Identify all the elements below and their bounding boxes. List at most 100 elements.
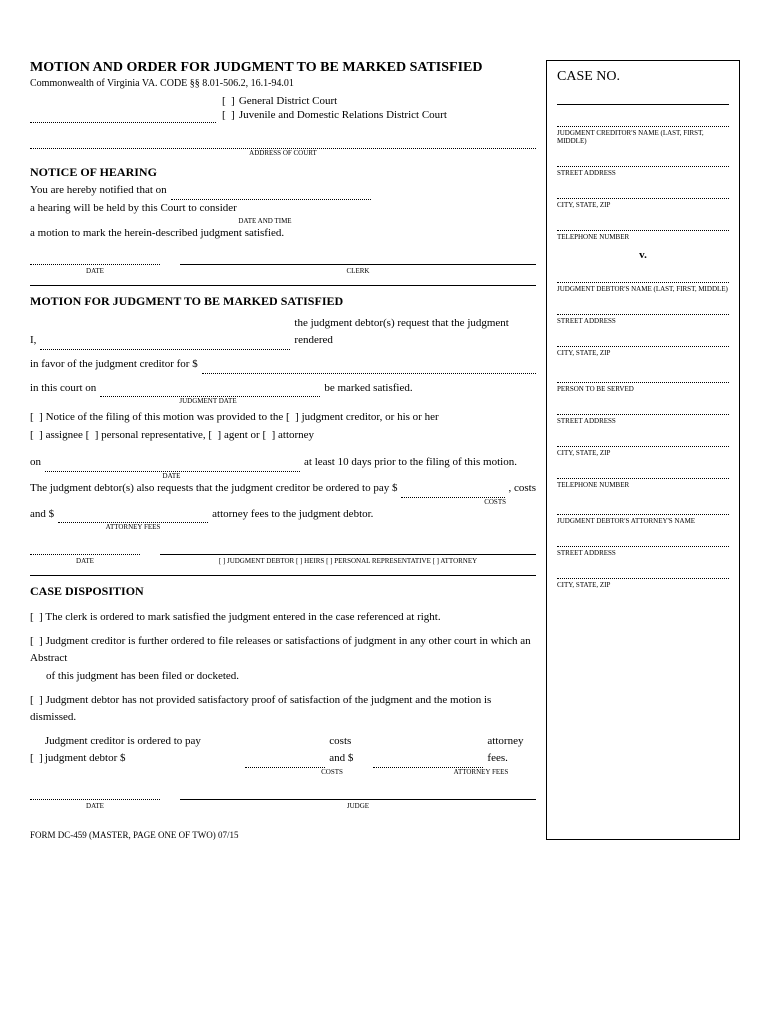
costs-amount-field[interactable]: [401, 488, 504, 498]
motion-court-on-a: in this court on: [30, 380, 96, 398]
debtor-csz-field[interactable]: [557, 335, 729, 347]
served-csz-field[interactable]: [557, 435, 729, 447]
checkbox-disp-1[interactable]: [ ]: [30, 611, 43, 623]
creditor-street-label: STREET ADDRESS: [557, 169, 729, 177]
notice-filing-a: Notice of the filing of this motion was …: [46, 411, 284, 423]
judge-label: JUDGE: [180, 802, 536, 810]
debtor-name-label: JUDGMENT DEBTOR'S NAME (LAST, FIRST, MID…: [557, 285, 729, 293]
disp-opt-4b: costs and $: [329, 733, 369, 768]
debtor-name-field[interactable]: [40, 340, 290, 350]
served-phone-label: TELEPHONE NUMBER: [557, 481, 729, 489]
disp-atty-label: ATTORNEY FEES: [426, 768, 536, 776]
atty-fees-text: attorney fees to the judgment debtor.: [212, 506, 373, 524]
checkbox-notice-filing[interactable]: [ ]: [30, 411, 43, 423]
notice-date-label: DATE: [30, 267, 160, 275]
creditor-name-label: JUDGMENT CREDITOR'S NAME (LAST, FIRST, M…: [557, 129, 729, 145]
creditor-csz-field[interactable]: [557, 187, 729, 199]
atty-street-field[interactable]: [557, 535, 729, 547]
judgment-date-field[interactable]: [100, 387, 320, 397]
served-csz-label: CITY, STATE, ZIP: [557, 449, 729, 457]
checkbox-disp-3[interactable]: [ ]: [30, 694, 43, 706]
served-street-field[interactable]: [557, 403, 729, 415]
checkbox-assignee[interactable]: [ ]: [30, 429, 43, 441]
costs-label: COSTS: [30, 498, 536, 506]
disp-costs-field[interactable]: [245, 758, 325, 768]
motion-heading: MOTION FOR JUDGMENT TO BE MARKED SATISFI…: [30, 294, 536, 309]
creditor-phone-label: TELEPHONE NUMBER: [557, 233, 729, 241]
amount-field[interactable]: [202, 364, 536, 374]
costs-suffix: , costs: [509, 480, 537, 498]
notice-date-field[interactable]: [30, 255, 160, 265]
hearing-date-field[interactable]: [171, 190, 371, 200]
assignee-text: assignee: [46, 429, 83, 441]
agent-text: agent or: [224, 429, 260, 441]
debtor-name-side-field[interactable]: [557, 271, 729, 283]
person-served-label: PERSON TO BE SERVED: [557, 385, 729, 393]
served-street-label: STREET ADDRESS: [557, 417, 729, 425]
subtitle: Commonwealth of Virginia VA. CODE §§ 8.0…: [30, 78, 536, 89]
motion-signature-field[interactable]: [160, 545, 536, 555]
notice-text-1a: You are hereby notified that on: [30, 182, 167, 200]
debtor-street-field[interactable]: [557, 303, 729, 315]
clerk-label: CLERK: [180, 267, 536, 275]
atty-name-label: JUDGMENT DEBTOR'S ATTORNEY'S NAME: [557, 517, 729, 525]
notice-text-2: a motion to mark the herein-described ju…: [30, 225, 536, 243]
notice-heading: NOTICE OF HEARING: [30, 165, 536, 180]
judgment-date-label: JUDGMENT DATE: [98, 397, 318, 405]
disp-opt-4c: attorney fees.: [487, 733, 536, 768]
creditor-street-field[interactable]: [557, 155, 729, 167]
checkbox-attorney[interactable]: [ ]: [262, 429, 275, 441]
served-phone-field[interactable]: [557, 467, 729, 479]
court-name-field[interactable]: [30, 113, 216, 123]
creditor-name-field[interactable]: [557, 115, 729, 127]
motion-i-prefix: I,: [30, 332, 36, 350]
checkbox-juvenile-court[interactable]: [ ]: [222, 109, 235, 121]
notice-date-field-2[interactable]: [45, 462, 300, 472]
disp-atty-field[interactable]: [373, 758, 483, 768]
motion-favor: in favor of the judgment creditor for $: [30, 356, 198, 374]
disp-opt-3: Judgment debtor has not provided satisfa…: [30, 694, 491, 724]
disp-opt-1: The clerk is ordered to mark satisfied t…: [45, 611, 440, 623]
checkbox-agent[interactable]: [ ]: [208, 429, 221, 441]
atty-csz-field[interactable]: [557, 567, 729, 579]
clerk-signature-field[interactable]: [180, 255, 536, 265]
address-label: ADDRESS OF COURT: [30, 149, 536, 157]
disp-date-field[interactable]: [30, 790, 160, 800]
motion-sig-options: [ ] JUDGMENT DEBTOR [ ] HEIRS [ ] PERSON…: [160, 557, 536, 565]
court-option-2: Juvenile and Domestic Relations District…: [239, 109, 447, 121]
checkbox-disp-4[interactable]: [ ]: [30, 750, 43, 768]
disp-costs-label: COSTS: [292, 768, 372, 776]
creditor-phone-field[interactable]: [557, 219, 729, 231]
motion-i-suffix: the judgment debtor(s) request that the …: [294, 315, 536, 350]
case-no-title: CASE NO.: [557, 69, 729, 85]
notice-filing-b: judgment creditor, or his or her: [302, 411, 439, 423]
versus-label: v.: [557, 249, 729, 261]
debtor-street-label: STREET ADDRESS: [557, 317, 729, 325]
checkbox-personal-rep[interactable]: [ ]: [86, 429, 99, 441]
checkbox-general-court[interactable]: [ ]: [222, 95, 235, 107]
motion-court-on-b: be marked satisfied.: [324, 380, 412, 398]
checkbox-creditor[interactable]: [ ]: [286, 411, 299, 423]
form-footer: FORM DC-459 (MASTER, PAGE ONE OF TWO) 07…: [30, 830, 536, 840]
motion-date-field[interactable]: [30, 545, 140, 555]
person-served-field[interactable]: [557, 371, 729, 383]
notice-text-1b: a hearing will be held by this Court to …: [30, 200, 237, 218]
on-prefix: on: [30, 454, 41, 472]
motion-date-label: DATE: [30, 557, 140, 565]
atty-fees-field[interactable]: [58, 513, 208, 523]
case-no-field[interactable]: [557, 95, 729, 105]
debtor-csz-label: CITY, STATE, ZIP: [557, 349, 729, 357]
and-prefix: and $: [30, 506, 54, 524]
address-of-court-field[interactable]: [30, 137, 536, 149]
disposition-heading: CASE DISPOSITION: [30, 584, 536, 599]
judge-signature-field[interactable]: [180, 790, 536, 800]
disp-opt-2a: Judgment creditor is further ordered to …: [30, 635, 531, 665]
checkbox-disp-2[interactable]: [ ]: [30, 635, 43, 647]
creditor-csz-label: CITY, STATE, ZIP: [557, 201, 729, 209]
date-time-label: DATE AND TIME: [165, 217, 365, 225]
atty-name-field[interactable]: [557, 503, 729, 515]
page-title: MOTION AND ORDER FOR JUDGMENT TO BE MARK…: [30, 60, 536, 76]
attorney-text: attorney: [278, 429, 314, 441]
court-option-1: General District Court: [239, 95, 337, 107]
on-suffix: at least 10 days prior to the filing of …: [304, 454, 517, 472]
